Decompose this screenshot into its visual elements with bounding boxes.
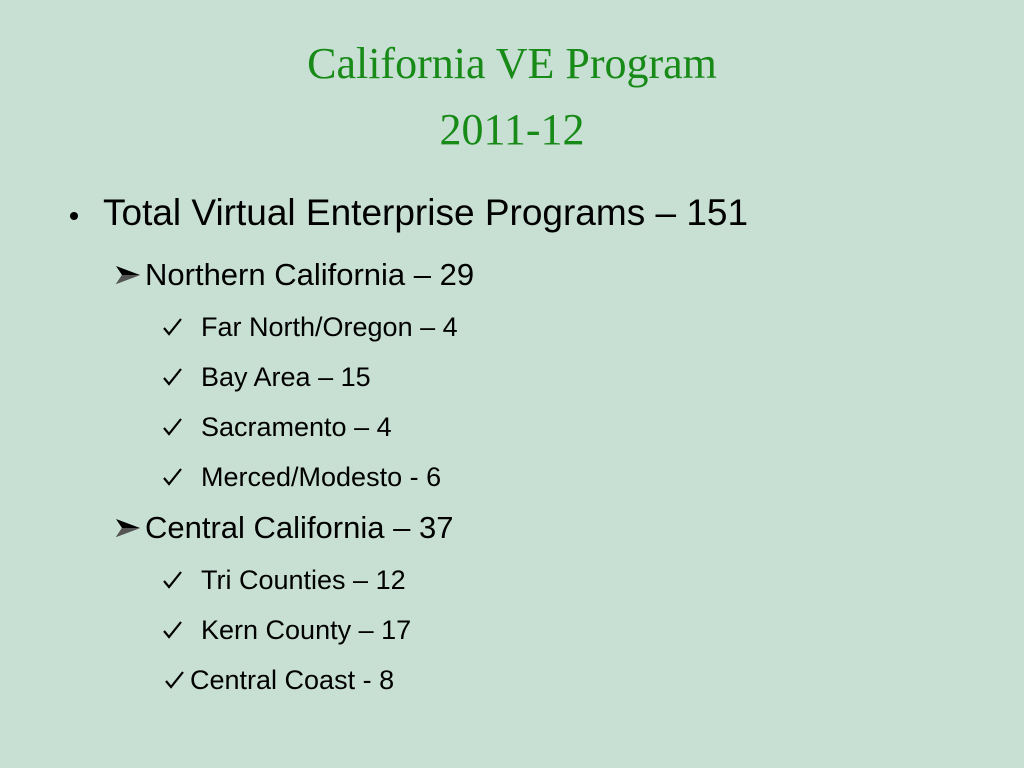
- arrow-bullet: [116, 266, 140, 284]
- check-bullet: [163, 621, 182, 639]
- check-bullet: [165, 671, 184, 689]
- item: Central Coast - 8: [190, 665, 395, 695]
- bullet-dot: [70, 212, 78, 220]
- sub-bullet: Northern California – 29: [145, 257, 475, 292]
- check-bullet: [163, 318, 182, 336]
- sub-bullet: Central California – 37: [145, 510, 454, 545]
- check-bullet: [163, 571, 182, 589]
- item: Merced/Modesto - 6: [201, 462, 442, 492]
- item: Sacramento – 4: [201, 412, 392, 442]
- check-bullet: [163, 368, 182, 386]
- title-line: California VE Program: [307, 39, 717, 88]
- item: Bay Area – 15: [201, 362, 371, 392]
- check-bullet: [163, 418, 182, 436]
- check-bullet: [163, 468, 182, 486]
- arrow-bullet: [116, 519, 140, 537]
- item: Tri Counties – 12: [201, 565, 406, 595]
- main-bullet: Total Virtual Enterprise Programs – 151: [103, 192, 749, 233]
- title-line: 2011-12: [439, 105, 585, 154]
- item: Far North/Oregon – 4: [201, 312, 458, 342]
- item: Kern County – 17: [201, 615, 412, 645]
